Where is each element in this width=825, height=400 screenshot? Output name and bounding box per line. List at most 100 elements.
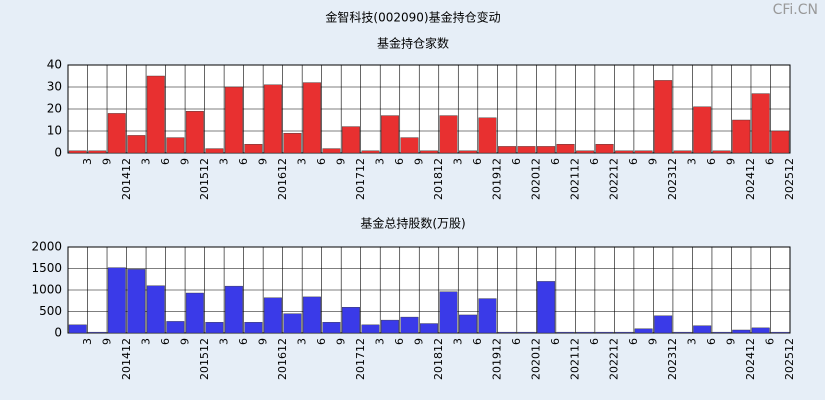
x-tick-label: 6 [393,158,406,165]
bar [420,150,438,154]
x-tick-label: 201512 [198,338,211,380]
x-tick-label: 202312 [666,158,679,200]
bar [576,331,595,334]
x-tick-label: 202112 [569,338,582,380]
x-tick-label: 6 [159,158,172,165]
chart-title: 基金总持股数(万股) [360,216,465,231]
x-tick-label: 6 [549,338,562,345]
x-tick-label: 9 [334,158,347,165]
x-tick-label: 9 [100,158,113,165]
bar [205,322,224,334]
bar [127,269,146,334]
bar [322,322,341,334]
x-tick-label: 9 [725,158,738,165]
bar [712,150,731,154]
bar [517,331,536,334]
bar [341,307,360,334]
x-tick-label: 202412 [744,338,757,380]
x-tick-label: 3 [295,158,308,165]
bar [751,327,770,334]
bar [517,146,536,154]
x-tick-label: 201712 [354,338,367,380]
x-tick-label: 6 [705,158,718,165]
bar [615,331,634,334]
bar [751,93,770,154]
x-tick-label: 6 [510,158,523,165]
x-tick-label: 3 [452,158,465,165]
x-tick-label: 6 [471,158,484,165]
bar [146,285,165,334]
bar [615,150,634,154]
x-tick-label: 201412 [120,338,133,380]
bar [771,331,790,334]
bar [88,331,107,334]
x-tick-label: 202312 [666,338,679,380]
x-tick-label: 6 [159,338,172,345]
bar [361,324,380,334]
x-tick-label: 6 [471,338,484,345]
x-tick-label: 202012 [530,338,543,380]
y-tick-label: 2000 [31,240,62,254]
page-title: 金智科技(002090)基金持仓变动 [325,10,500,25]
bar [673,150,692,154]
bar [693,106,712,154]
x-tick-label: 6 [237,338,250,345]
bar [68,150,87,154]
x-tick-label: 3 [686,158,699,165]
x-tick-label: 9 [100,338,113,345]
x-tick-label: 201912 [491,338,504,380]
x-tick-label: 9 [178,338,191,345]
x-tick-label: 6 [510,338,523,345]
bar [732,329,751,334]
bar [166,137,185,154]
x-tick-label: 3 [139,158,152,165]
x-tick-label: 202212 [608,158,621,200]
x-tick-label: 9 [412,158,425,165]
bar [459,150,478,154]
bar [439,291,458,334]
bar [166,321,185,334]
bar [673,331,692,334]
bar [107,267,126,334]
bar [537,281,556,334]
bar [420,323,438,334]
bar [498,331,517,334]
x-tick-label: 201912 [491,158,504,200]
y-tick-label: 30 [47,80,62,94]
x-tick-label: 6 [549,158,562,165]
bar [263,84,282,154]
x-tick-label: 201812 [432,158,445,200]
bar [380,319,399,334]
x-tick-label: 6 [588,158,601,165]
bar [127,135,146,154]
x-tick-label: 9 [412,338,425,345]
bar [205,148,224,154]
x-tick-label: 3 [81,338,94,345]
bar [712,331,731,334]
y-tick-label: 0 [54,326,62,340]
bar [693,325,712,334]
x-tick-label: 9 [178,158,191,165]
bar [244,143,263,154]
bar [224,86,243,154]
bar [88,150,107,154]
bar [498,146,517,154]
y-tick-label: 40 [47,58,62,72]
x-tick-label: 201412 [120,158,133,200]
bar [654,315,673,334]
bar [459,314,478,334]
bar [537,146,556,154]
x-tick-label: 201712 [354,158,367,200]
x-tick-label: 201812 [432,338,445,380]
bar [244,322,263,334]
bar [595,331,614,334]
x-tick-label: 6 [315,158,328,165]
bar [68,324,87,334]
x-tick-label: 3 [81,158,94,165]
x-tick-label: 3 [373,158,386,165]
y-tick-label: 0 [54,146,62,160]
bar [595,143,614,154]
x-tick-label: 6 [764,338,777,345]
x-tick-label: 6 [705,338,718,345]
